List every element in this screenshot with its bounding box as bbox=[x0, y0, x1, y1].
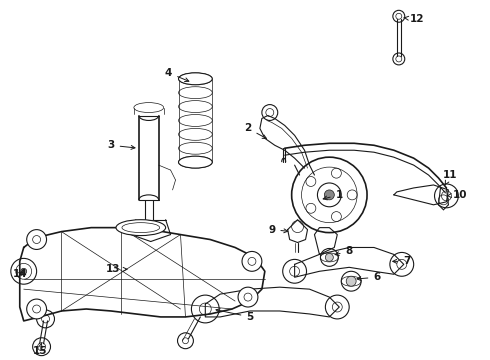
Circle shape bbox=[238, 287, 258, 307]
Text: 8: 8 bbox=[335, 247, 353, 256]
Text: 10: 10 bbox=[447, 190, 467, 200]
Circle shape bbox=[324, 190, 334, 200]
Text: 15: 15 bbox=[32, 343, 47, 356]
Circle shape bbox=[26, 299, 47, 319]
Circle shape bbox=[26, 230, 47, 249]
Text: 9: 9 bbox=[268, 225, 288, 235]
Text: 7: 7 bbox=[393, 256, 411, 266]
Text: 12: 12 bbox=[404, 14, 424, 24]
Text: 13: 13 bbox=[106, 264, 127, 274]
Ellipse shape bbox=[178, 156, 212, 168]
Text: 14: 14 bbox=[12, 269, 27, 279]
Ellipse shape bbox=[116, 220, 166, 235]
Text: 11: 11 bbox=[443, 170, 458, 185]
Text: 2: 2 bbox=[245, 123, 267, 139]
Ellipse shape bbox=[178, 73, 212, 85]
Circle shape bbox=[21, 268, 26, 274]
Text: 4: 4 bbox=[165, 68, 189, 82]
Circle shape bbox=[346, 276, 356, 286]
Text: 3: 3 bbox=[107, 140, 135, 150]
Text: 5: 5 bbox=[216, 309, 254, 322]
Text: 6: 6 bbox=[357, 272, 381, 282]
Circle shape bbox=[325, 253, 333, 261]
Text: 1: 1 bbox=[323, 190, 343, 200]
Circle shape bbox=[242, 251, 262, 271]
